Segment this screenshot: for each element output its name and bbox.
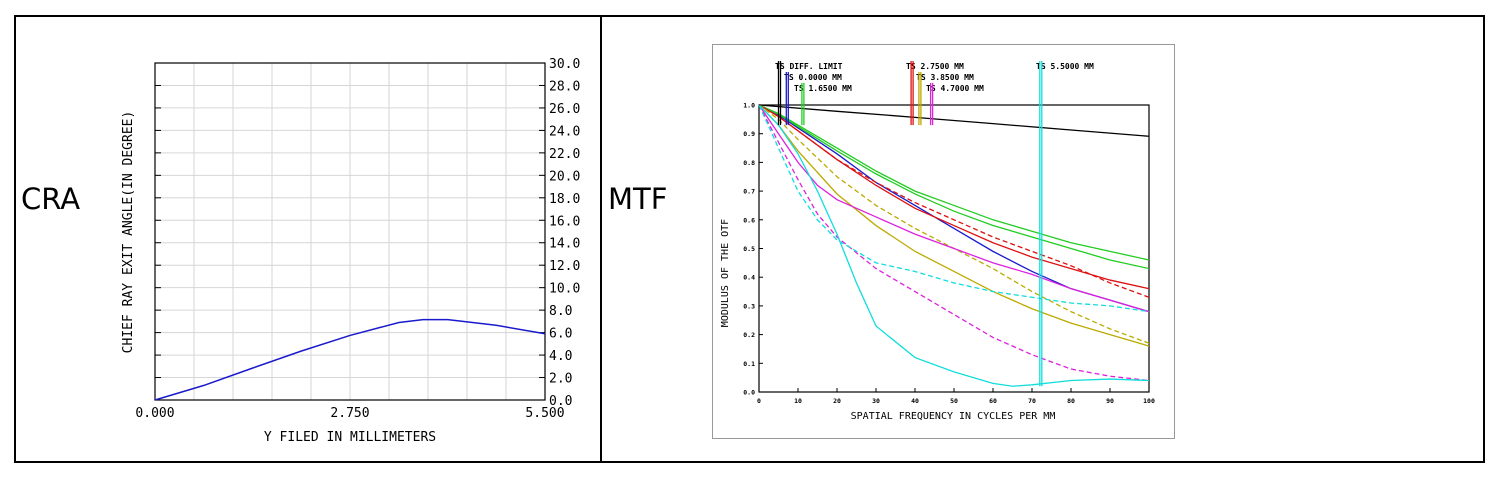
mtf-legend-label: TS 2.7500 MM: [906, 62, 964, 71]
mtf-series-line: [758, 104, 1150, 270]
mtf-x-tick-label: 30: [872, 397, 880, 405]
mtf-x-tick-label: 20: [833, 397, 841, 405]
cra-y-tick-label: 28.0: [549, 79, 580, 94]
mtf-panel-label: MTF: [608, 182, 668, 216]
cra-x-tick-label: 2.750: [330, 406, 369, 421]
mtf-x-tick-label: 70: [1028, 397, 1036, 405]
cra-y-tick-label: 14.0: [549, 237, 580, 252]
cra-y-tick-label: 12.0: [549, 259, 580, 274]
mtf-legend-label: TS 4.7000 MM: [926, 84, 984, 93]
cra-series-line: [154, 318, 546, 401]
cra-y-tick-label: 18.0: [549, 192, 580, 207]
mtf-y-tick-label: 0.7: [743, 188, 755, 196]
mtf-series-line: [758, 104, 1150, 298]
mtf-x-tick-label: 40: [911, 397, 919, 405]
mtf-y-tick-label: 0.4: [743, 274, 755, 282]
mtf-legend-label: TS 3.8500 MM: [916, 73, 974, 82]
cra-y-tick-label: 0.0: [549, 394, 572, 409]
mtf-x-tick-label: 0: [757, 397, 761, 405]
cra-x-tick-label: 5.500: [525, 406, 564, 421]
mtf-chart-box: TS DIFF. LIMIT TS 0.0000 MM TS 1.6500 MM TS…: [712, 44, 1175, 439]
mtf-y-tick-label: 0.6: [743, 216, 755, 224]
mtf-x-tick-label: 100: [1143, 397, 1155, 405]
mtf-x-tick-label: 80: [1067, 397, 1075, 405]
mtf-y-tick-label: 0.3: [743, 302, 755, 310]
mtf-series-line: [758, 104, 1150, 261]
cra-y-tick-label: 30.0: [549, 57, 580, 72]
cra-y-tick-label: 8.0: [549, 304, 572, 319]
cra-plot-area: [154, 62, 546, 401]
cra-x-tick-label: 0.000: [135, 406, 174, 421]
cra-y-tick-label: 22.0: [549, 147, 580, 162]
mtf-y-tick-label: 0.5: [743, 245, 755, 253]
cra-y-tick-label: 16.0: [549, 214, 580, 229]
mtf-legend-label: TS DIFF. LIMIT: [775, 62, 843, 71]
mtf-y-tick-label: 0.2: [743, 331, 755, 339]
mtf-series-line: [758, 104, 1150, 290]
cra-panel-label: CRA: [21, 182, 81, 216]
cra-x-axis-label: Y FILED IN MILLIMETERS: [264, 430, 436, 445]
panel-divider: [600, 15, 602, 463]
mtf-legend-label: TS 0.0000 MM: [784, 73, 842, 82]
mtf-series-line: [758, 104, 1150, 313]
mtf-x-tick-label: 10: [794, 397, 802, 405]
mtf-legend-label: TS 5.5000 MM: [1036, 62, 1094, 71]
mtf-legend-label: TS 1.6500 MM: [794, 84, 852, 93]
mtf-y-tick-label: 0.9: [743, 130, 755, 138]
mtf-series-line: [758, 104, 1150, 382]
mtf-series-line: [758, 104, 1150, 313]
mtf-x-tick-label: 90: [1106, 397, 1114, 405]
cra-chart: 0.0 2.0 4.0 6.0 8.0 10.0 12.0 14.0 16.0 18.0 20.0 2…: [121, 57, 580, 445]
cra-y-tick-label: 4.0: [549, 349, 572, 364]
mtf-y-tick-label: 1.0: [743, 102, 755, 110]
mtf-y-axis-label: MODULUS OF THE OTF: [720, 219, 731, 327]
mtf-series-line: [758, 104, 1150, 387]
cra-y-tick-label: 26.0: [549, 102, 580, 117]
cra-y-tick-label: 10.0: [549, 282, 580, 297]
mtf-y-tick-label: 0.1: [743, 360, 755, 368]
cra-y-axis-label: CHIEF RAY EXIT ANGLE(IN DEGREE): [121, 111, 136, 354]
mtf-x-axis-label: SPATIAL FREQUENCY IN CYCLES PER MM: [851, 411, 1056, 422]
cra-y-tick-label: 6.0: [549, 327, 572, 342]
cra-y-tick-label: 24.0: [549, 124, 580, 139]
cra-y-tick-label: 20.0: [549, 169, 580, 184]
mtf-y-tick-label: 0.0: [743, 389, 755, 397]
figure-frame: [14, 15, 1485, 463]
mtf-y-tick-label: 0.8: [743, 159, 755, 167]
cra-y-tick-label: 2.0: [549, 372, 572, 387]
mtf-x-tick-label: 60: [989, 397, 997, 405]
mtf-x-tick-label: 50: [950, 397, 958, 405]
mtf-chart: TS DIFF. LIMIT TS 0.0000 MM TS 1.6500 MM TS…: [720, 61, 1155, 422]
mtf-series-line: [758, 104, 1150, 347]
mtf-series-line: [758, 104, 1150, 137]
